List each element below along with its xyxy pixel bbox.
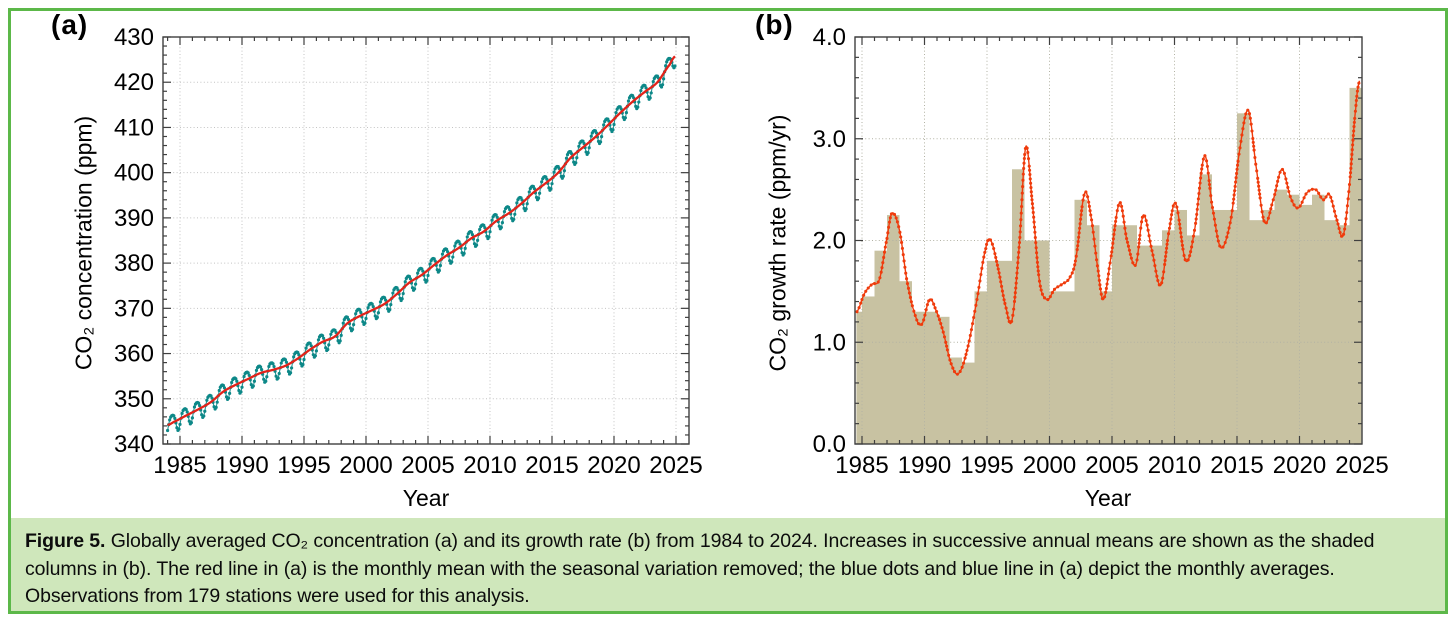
growth-bar — [1349, 87, 1362, 444]
growth-bar — [1137, 245, 1150, 444]
growth-bar — [1037, 240, 1050, 444]
x-tick-label: 2005 — [401, 452, 454, 479]
growth-bar — [1212, 209, 1225, 444]
tick-labels: 1985 1990 1995 2000 2005 2010 2015 2020 2025 340 3… — [114, 24, 703, 479]
figure-frame: (a) (b) CO₂ concentration (ppm) CO₂ grow… — [8, 8, 1448, 614]
growth-bar — [1324, 220, 1337, 444]
growth-bar — [874, 250, 887, 444]
panel-label-b: (b) — [755, 9, 794, 40]
x-tick-label: 1995 — [277, 452, 330, 479]
growth-bar — [974, 291, 987, 444]
deseasonalized-trend-line — [167, 55, 676, 427]
growth-rate-line — [855, 80, 1361, 376]
growth-bar — [1287, 194, 1300, 444]
y-tick-label: 2.0 — [813, 228, 846, 255]
x-tick-label: 2000 — [339, 452, 392, 479]
x-tick-label: 1985 — [153, 452, 206, 479]
y-tick-label: 0.0 — [813, 431, 846, 458]
y-tick-label: 420 — [114, 69, 154, 96]
growth-bar — [924, 311, 937, 444]
monthly-average-series — [166, 56, 677, 433]
chart-a-x-axis-title: Year — [402, 485, 450, 511]
chart-a-data — [166, 55, 677, 433]
x-tick-label: 1995 — [960, 452, 1013, 479]
growth-bar — [856, 311, 862, 444]
y-tick-label: 430 — [114, 24, 154, 51]
y-tick-label: 4.0 — [813, 24, 846, 51]
growth-bar — [1149, 245, 1162, 444]
growth-bar — [899, 281, 912, 444]
growth-bar — [949, 357, 962, 444]
growth-bar — [1099, 291, 1112, 444]
figure-caption-text: Globally averaged CO₂ concentration (a) … — [25, 530, 1375, 608]
axis-frame — [854, 36, 1363, 445]
growth-bar — [1174, 209, 1187, 444]
growth-bar — [1049, 291, 1062, 444]
y-tick-label: 380 — [114, 250, 154, 277]
growth-bar — [1299, 204, 1312, 444]
y-tick-label: 3.0 — [813, 126, 846, 153]
x-tick-label: 2005 — [1085, 452, 1138, 479]
growth-bar — [1187, 235, 1200, 444]
growth-bar — [1337, 225, 1350, 444]
growth-bar — [912, 311, 925, 444]
co2-concentration-chart: 1985 1990 1995 2000 2005 2010 2015 2020 2025 340 3… — [114, 24, 703, 479]
x-tick-label: 2015 — [525, 452, 578, 479]
growth-bar — [1224, 209, 1237, 444]
growth-bar — [987, 260, 1000, 444]
y-tick-label: 1.0 — [813, 329, 846, 356]
x-tick-label: 2010 — [1148, 452, 1201, 479]
growth-bar — [1112, 225, 1125, 444]
figure-caption: Figure 5. Globally averaged CO₂ concentr… — [11, 518, 1445, 611]
growth-bar — [999, 260, 1012, 444]
growth-bar — [1062, 291, 1075, 444]
growth-bar — [1249, 220, 1262, 444]
y-tick-label: 350 — [114, 386, 154, 413]
growth-bar — [1199, 174, 1212, 444]
axis-frame — [162, 36, 690, 445]
growth-bar — [1012, 169, 1025, 444]
growth-bar — [1024, 240, 1037, 444]
y-tick-label: 390 — [114, 205, 154, 232]
x-tick-label: 2015 — [1210, 452, 1263, 479]
growth-bar — [1074, 199, 1087, 444]
growth-bar — [1262, 209, 1275, 444]
y-tick-label: 360 — [114, 341, 154, 368]
x-tick-label: 2020 — [587, 452, 640, 479]
x-tick-label: 2020 — [1273, 452, 1326, 479]
tick-labels: 1985 1990 1995 2000 2005 2010 2015 2020 2025 0.0 1… — [813, 24, 1389, 479]
growth-bar — [1087, 225, 1100, 444]
y-tick-label: 400 — [114, 160, 154, 187]
co2-growth-rate-chart: 1985 1990 1995 2000 2005 2010 2015 2020 2025 0.0 1… — [813, 24, 1389, 479]
growth-bar — [962, 362, 975, 444]
chart-b-x-axis-title: Year — [1084, 485, 1132, 511]
x-tick-label: 2010 — [463, 452, 516, 479]
growth-bar — [862, 296, 875, 444]
panel-label-a: (a) — [51, 9, 89, 40]
x-tick-label: 2000 — [1023, 452, 1076, 479]
x-tick-label: 2025 — [1335, 452, 1388, 479]
x-tick-label: 1990 — [898, 452, 951, 479]
growth-bar — [1274, 189, 1287, 444]
x-tick-label: 1990 — [215, 452, 268, 479]
figure-caption-label: Figure 5. — [25, 530, 106, 552]
growth-bar — [937, 316, 950, 444]
y-tick-label: 410 — [114, 114, 154, 141]
x-tick-label: 2025 — [649, 452, 702, 479]
x-tick-label: 1985 — [835, 452, 888, 479]
growth-bar — [1237, 113, 1250, 444]
annual-increase-bars — [856, 87, 1362, 444]
y-tick-label: 340 — [114, 431, 154, 458]
y-tick-label: 370 — [114, 295, 154, 322]
growth-bar — [1124, 225, 1137, 444]
growth-bar — [1312, 194, 1325, 444]
growth-bar — [887, 215, 900, 444]
growth-bar — [1162, 230, 1175, 444]
